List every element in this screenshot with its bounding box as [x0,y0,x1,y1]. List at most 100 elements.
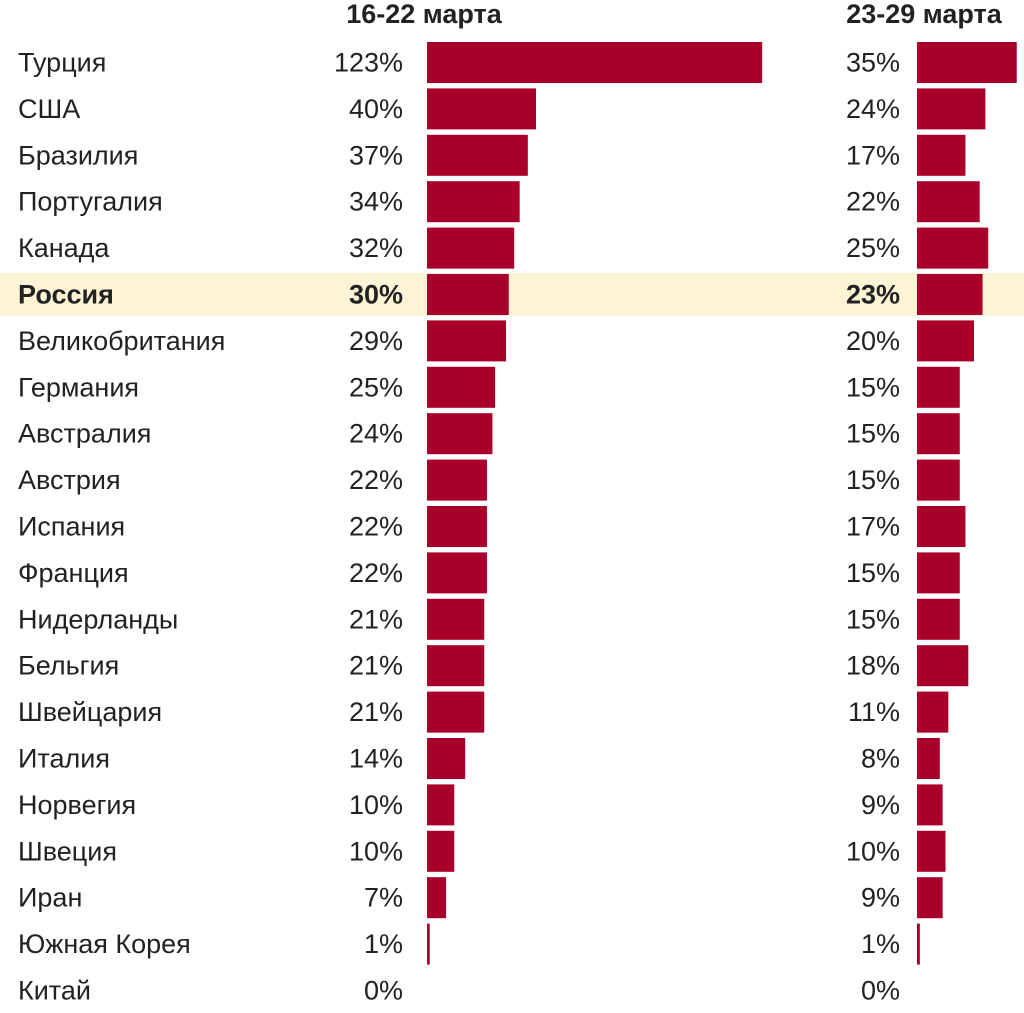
highlight-band [0,273,1024,316]
category-label: Бельгия [18,651,119,681]
bar-series-2 [917,413,960,455]
value-label-series-2: 10% [846,836,900,866]
value-label-series-2: 24% [846,94,900,124]
value-label-series-2: 1% [861,929,900,959]
series-2-title: 23-29 марта [846,0,1003,29]
bar-series-2 [917,227,989,269]
series-1-title: 16-22 марта [346,0,503,29]
value-label-series-1: 21% [349,651,403,681]
bar-series-2 [917,645,969,687]
category-label: Бразилия [18,140,138,170]
bar-series-2 [917,552,960,594]
value-label-series-1: 22% [349,465,403,495]
bar-series-1 [427,320,507,362]
bar-series-1 [427,645,485,687]
category-label: Норвегия [18,790,136,820]
value-label-series-1: 7% [364,883,403,913]
value-label-series-2: 23% [846,280,900,310]
value-label-series-2: 35% [846,48,900,78]
bar-series-2 [917,598,960,640]
category-label: Швеция [18,836,117,866]
bar-series-2 [917,923,920,965]
bar-series-2 [917,506,966,547]
value-label-series-1: 30% [349,280,403,310]
category-label: Португалия [18,187,163,217]
category-label: Италия [18,744,110,774]
category-label: США [18,94,80,124]
value-label-series-2: 9% [861,883,900,913]
category-label: Иран [18,883,82,913]
bar-series-1 [427,552,487,594]
value-label-series-1: 10% [349,790,403,820]
bar-series-1 [427,274,509,315]
value-label-series-1: 32% [349,233,403,263]
bar-series-1 [427,738,466,779]
category-label: Турция [18,48,106,78]
bar-series-1 [427,691,485,733]
value-label-series-2: 15% [846,372,900,402]
bar-series-1 [427,42,763,83]
category-label: Нидерланды [18,604,178,634]
value-label-series-2: 15% [846,419,900,449]
bar-series-2 [917,42,1017,83]
bar-series-2 [917,320,974,362]
category-label: Китай [18,976,91,1006]
value-label-series-1: 25% [349,372,403,402]
category-label: Франция [18,558,129,588]
bar-series-1 [427,877,447,919]
bar-series-1 [427,181,520,223]
bar-series-1 [427,134,528,176]
bar-series-1 [427,88,536,130]
bar-series-1 [427,830,455,872]
value-label-series-1: 40% [349,94,403,124]
value-label-series-2: 17% [846,140,900,170]
value-label-series-1: 34% [349,187,403,217]
bar-series-2 [917,784,943,826]
value-label-series-1: 29% [349,326,403,356]
value-label-series-1: 10% [349,836,403,866]
value-label-series-2: 15% [846,558,900,588]
value-label-series-1: 14% [349,744,403,774]
value-label-series-2: 9% [861,790,900,820]
bar-series-1 [427,459,487,501]
bar-series-1 [427,413,493,455]
value-label-series-2: 20% [846,326,900,356]
value-label-series-2: 18% [846,651,900,681]
value-label-series-1: 24% [349,419,403,449]
value-label-series-2: 8% [861,744,900,774]
bar-series-2 [917,738,940,779]
category-label: Австрия [18,465,121,495]
bar-series-2 [917,274,983,315]
bar-series-2 [917,181,980,223]
value-label-series-2: 11% [848,697,900,727]
bar-series-2 [917,877,943,919]
bar-series-2 [917,366,960,408]
value-label-series-1: 22% [349,558,403,588]
value-label-series-2: 17% [846,512,900,542]
bar-series-2 [917,88,986,130]
category-label: Австралия [18,419,151,449]
category-label: Швейцария [18,697,162,727]
value-label-series-2: 15% [846,465,900,495]
bar-series-2 [917,691,949,733]
bar-series-2 [917,459,960,501]
bar-series-2 [917,134,966,176]
bar-series-1 [427,366,496,408]
bar-series-1 [427,598,485,640]
category-label: Германия [18,372,139,402]
bar-series-1 [427,227,515,269]
bar-series-1 [427,506,487,547]
value-label-series-2: 25% [846,233,900,263]
value-label-series-1: 37% [349,140,403,170]
value-label-series-1: 123% [334,48,403,78]
bar-series-1 [427,784,455,826]
value-label-series-1: 1% [364,929,403,959]
bar-series-2 [917,830,946,872]
rows-layer: Турция 123% 35% США 40% 24% Бразилия 37% 17% Порт… [18,42,1017,1006]
value-label-series-2: 15% [846,604,900,634]
value-label-series-1: 22% [349,512,403,542]
category-label: Канада [18,233,110,263]
category-label: Испания [18,512,125,542]
bar-series-1 [427,923,430,965]
